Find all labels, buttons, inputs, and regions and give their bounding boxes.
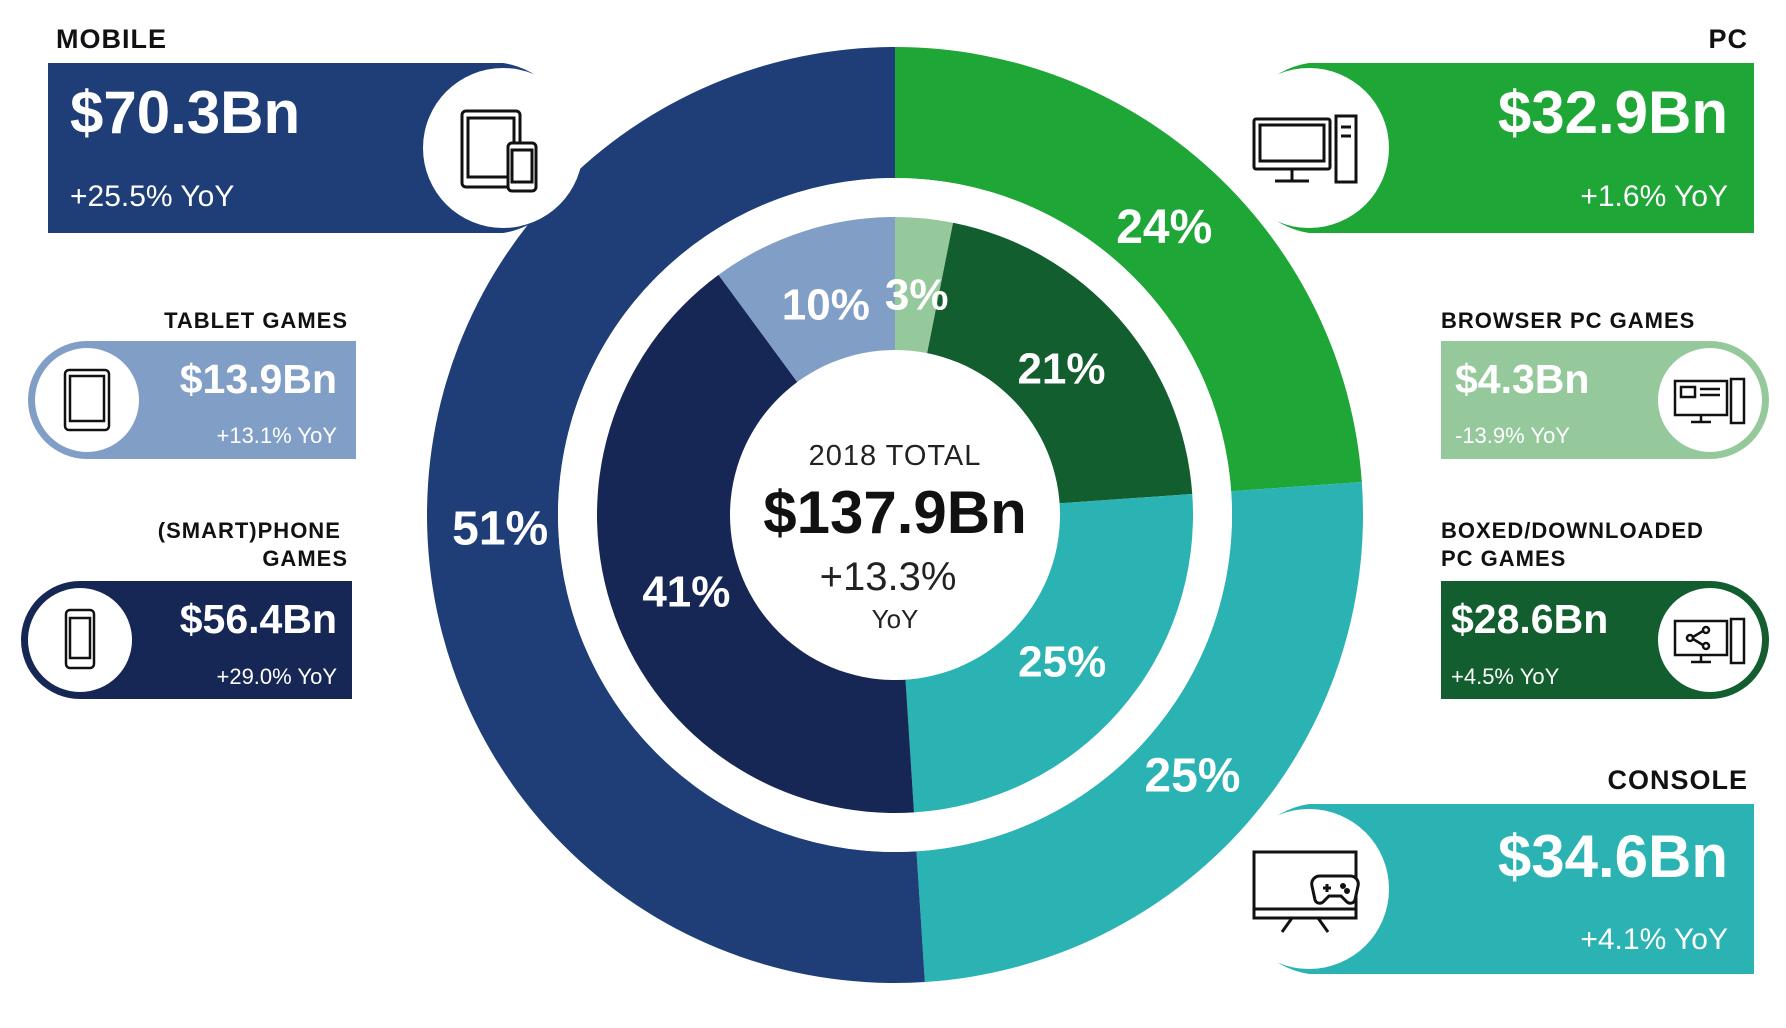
outer-pct-label-console: 25%: [1144, 750, 1240, 803]
phone-games-title: (SMART)PHONE GAMES: [158, 518, 348, 571]
tablet-icon: [63, 368, 111, 432]
tablet-and-phone-icon: [460, 109, 538, 193]
center-title: 2018 TOTAL: [809, 440, 982, 472]
boxed-pc-games-title-line1: BOXED/DOWNLOADED: [1441, 518, 1704, 543]
pc-card: PC $32.9Bn +1.6% YoY: [1229, 24, 1754, 233]
center-total: 2018 TOTAL $137.9Bn +13.3% YoY: [763, 440, 1027, 634]
outer-pct-label-pc: 24%: [1116, 201, 1212, 254]
mobile-yoy: +25.5% YoY: [70, 180, 234, 213]
inner-pct-label-boxed-downloaded-pc-games: 21%: [1017, 345, 1105, 394]
tablet-games-yoy: +13.1% YoY: [216, 423, 337, 448]
pc-yoy: +1.6% YoY: [1580, 180, 1728, 213]
center-hole: [730, 350, 1060, 680]
phone-games-amount: $56.4Bn: [180, 596, 337, 642]
console-amount: $34.6Bn: [1498, 823, 1728, 890]
boxed-pc-games-amount: $28.6Bn: [1451, 596, 1608, 642]
donut-rings: [427, 47, 1363, 983]
pc-title: PC: [1708, 24, 1748, 54]
phone-games-title-line1: (SMART)PHONE: [158, 518, 341, 543]
tv-gamepad-icon: [1252, 850, 1360, 933]
console-title: CONSOLE: [1607, 765, 1748, 795]
center-growth: +13.3%: [820, 555, 957, 599]
tablet-games-title: TABLET GAMES: [164, 308, 348, 333]
desktop-computer-icon: [1252, 114, 1358, 184]
browser-pc-icon: [1673, 377, 1746, 425]
phone-games-card: (SMART)PHONE GAMES $56.4Bn +29.0% YoY: [21, 518, 352, 699]
browser-pc-games-card: BROWSER PC GAMES $4.3Bn -13.9% YoY: [1441, 308, 1769, 459]
share-pc-icon: [1673, 617, 1746, 665]
browser-pc-games-title: BROWSER PC GAMES: [1441, 308, 1695, 333]
mobile-title: MOBILE: [56, 24, 167, 54]
smartphone-icon: [64, 608, 96, 670]
tablet-games-amount: $13.9Bn: [180, 356, 337, 402]
phone-games-title-line2: GAMES: [262, 546, 348, 571]
boxed-pc-games-title-line2: PC GAMES: [1441, 546, 1566, 571]
browser-pc-games-amount: $4.3Bn: [1455, 356, 1589, 402]
tablet-games-card: TABLET GAMES $13.9Bn +13.1% YoY: [28, 308, 356, 459]
mobile-card: MOBILE $70.3Bn +25.5% YoY: [48, 24, 583, 233]
boxed-pc-games-yoy: +4.5% YoY: [1451, 664, 1560, 689]
percent-labels: 24% 25% 51% 3% 21% 25% 41% 10%: [452, 201, 1240, 803]
inner-pct-label-smart-phone-games: 41%: [642, 567, 730, 616]
mobile-amount: $70.3Bn: [70, 79, 300, 146]
outer-pct-label-mobile: 51%: [452, 502, 548, 555]
outer-slice-console: [916, 481, 1363, 983]
center-growth-unit: YoY: [872, 604, 919, 634]
inner-pct-label-browser-pc-games: 3%: [885, 270, 949, 319]
console-card: CONSOLE $34.6Bn +4.1% YoY: [1229, 765, 1754, 974]
outer-slice-pc: [895, 47, 1362, 492]
inner-pct-label-console: 25%: [1018, 637, 1106, 686]
browser-pc-games-yoy: -13.9% YoY: [1455, 423, 1570, 448]
boxed-pc-games-title: BOXED/DOWNLOADED PC GAMES: [1441, 518, 1711, 571]
pc-amount: $32.9Bn: [1498, 79, 1728, 146]
console-yoy: +4.1% YoY: [1580, 923, 1728, 956]
center-value: $137.9Bn: [763, 479, 1027, 546]
phone-games-yoy: +29.0% YoY: [216, 664, 337, 689]
outer-slice-mobile: [427, 47, 925, 983]
inner-pct-label-tablet-games: 10%: [782, 280, 870, 329]
boxed-pc-games-card: BOXED/DOWNLOADED PC GAMES $28.6Bn +4.5% …: [1441, 518, 1769, 699]
